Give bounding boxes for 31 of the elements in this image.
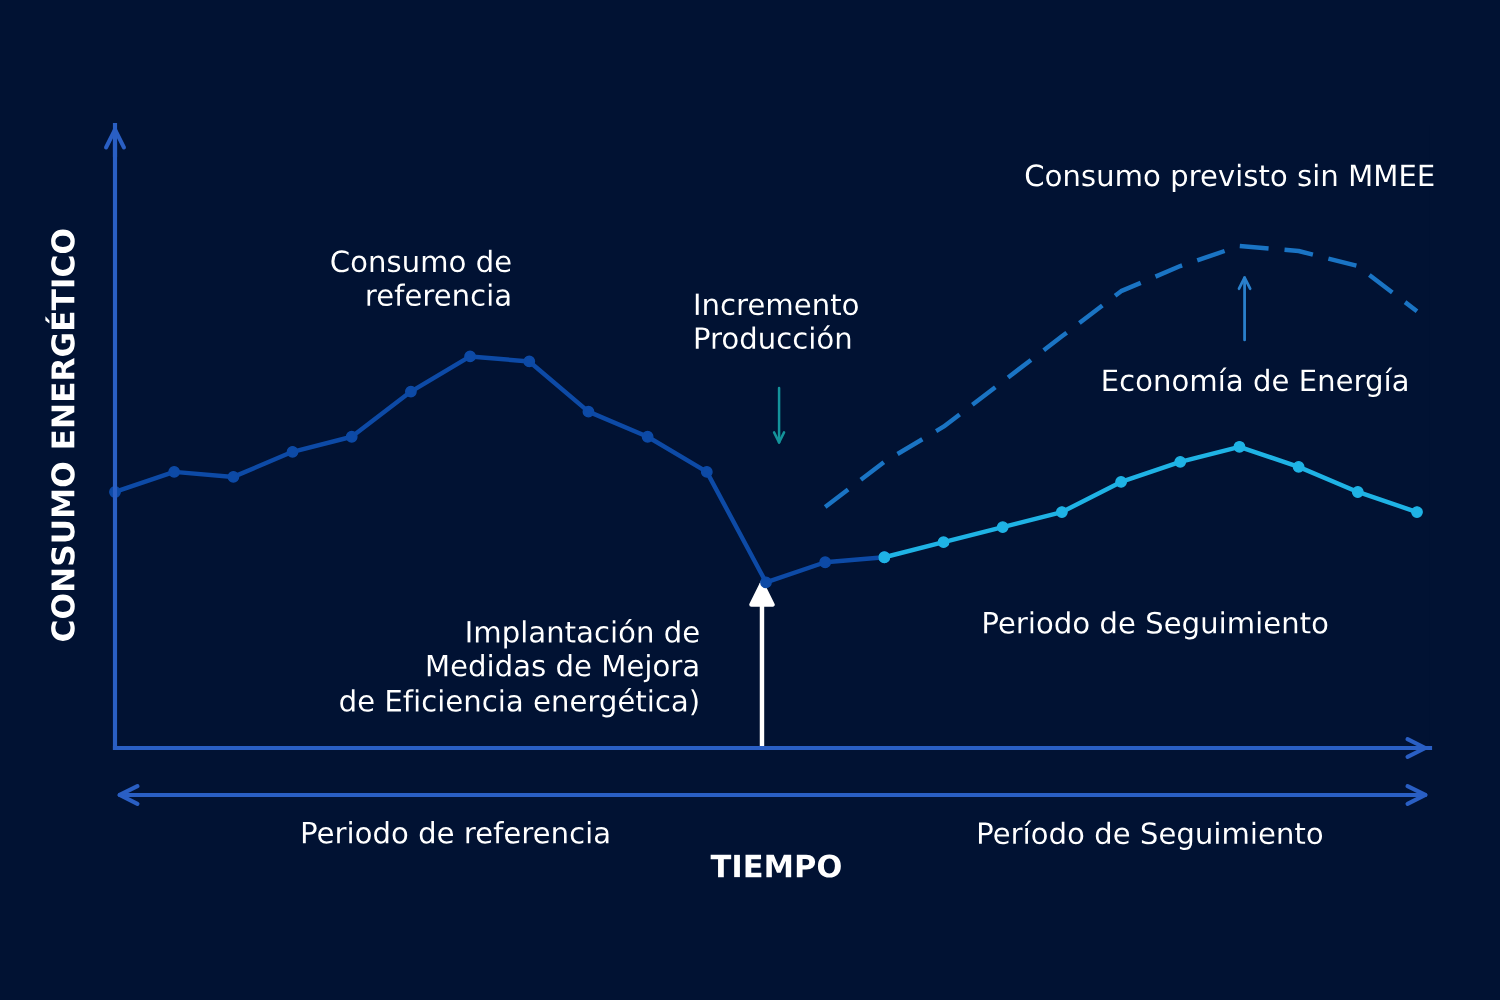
point <box>1174 455 1187 468</box>
point <box>1411 506 1423 518</box>
point <box>700 465 713 478</box>
point <box>996 521 1009 534</box>
point <box>345 430 358 443</box>
point <box>819 556 832 569</box>
point <box>582 405 595 418</box>
point <box>760 576 772 589</box>
point <box>937 536 950 549</box>
annotation: Incremento Producción <box>695 293 858 350</box>
y-axis-title: CONSUMO ENERGÉTICO <box>45 229 75 641</box>
annotation: Implantación de Medidas de Mejora de Eficiencia energética) <box>340 619 699 718</box>
point <box>168 465 181 478</box>
text: Periodo de referencia <box>302 821 609 844</box>
x-axis-title: TIEMPO <box>710 854 841 878</box>
annotation: Consumo de referencia <box>331 249 511 307</box>
point <box>1233 440 1246 453</box>
annotation: Economía de Energía <box>1103 367 1407 397</box>
point <box>1055 506 1068 518</box>
point <box>1292 460 1305 473</box>
point <box>464 350 476 363</box>
point <box>405 385 417 398</box>
point <box>641 430 654 443</box>
point <box>286 445 299 458</box>
point <box>1115 476 1127 488</box>
text: Consumo previsto sin MMEE <box>1025 163 1434 193</box>
point <box>523 355 536 368</box>
point <box>1351 486 1364 498</box>
annotation: Periodo de Seguimiento <box>984 611 1328 640</box>
text: Período de Seguimiento <box>978 820 1323 850</box>
point <box>227 471 240 483</box>
